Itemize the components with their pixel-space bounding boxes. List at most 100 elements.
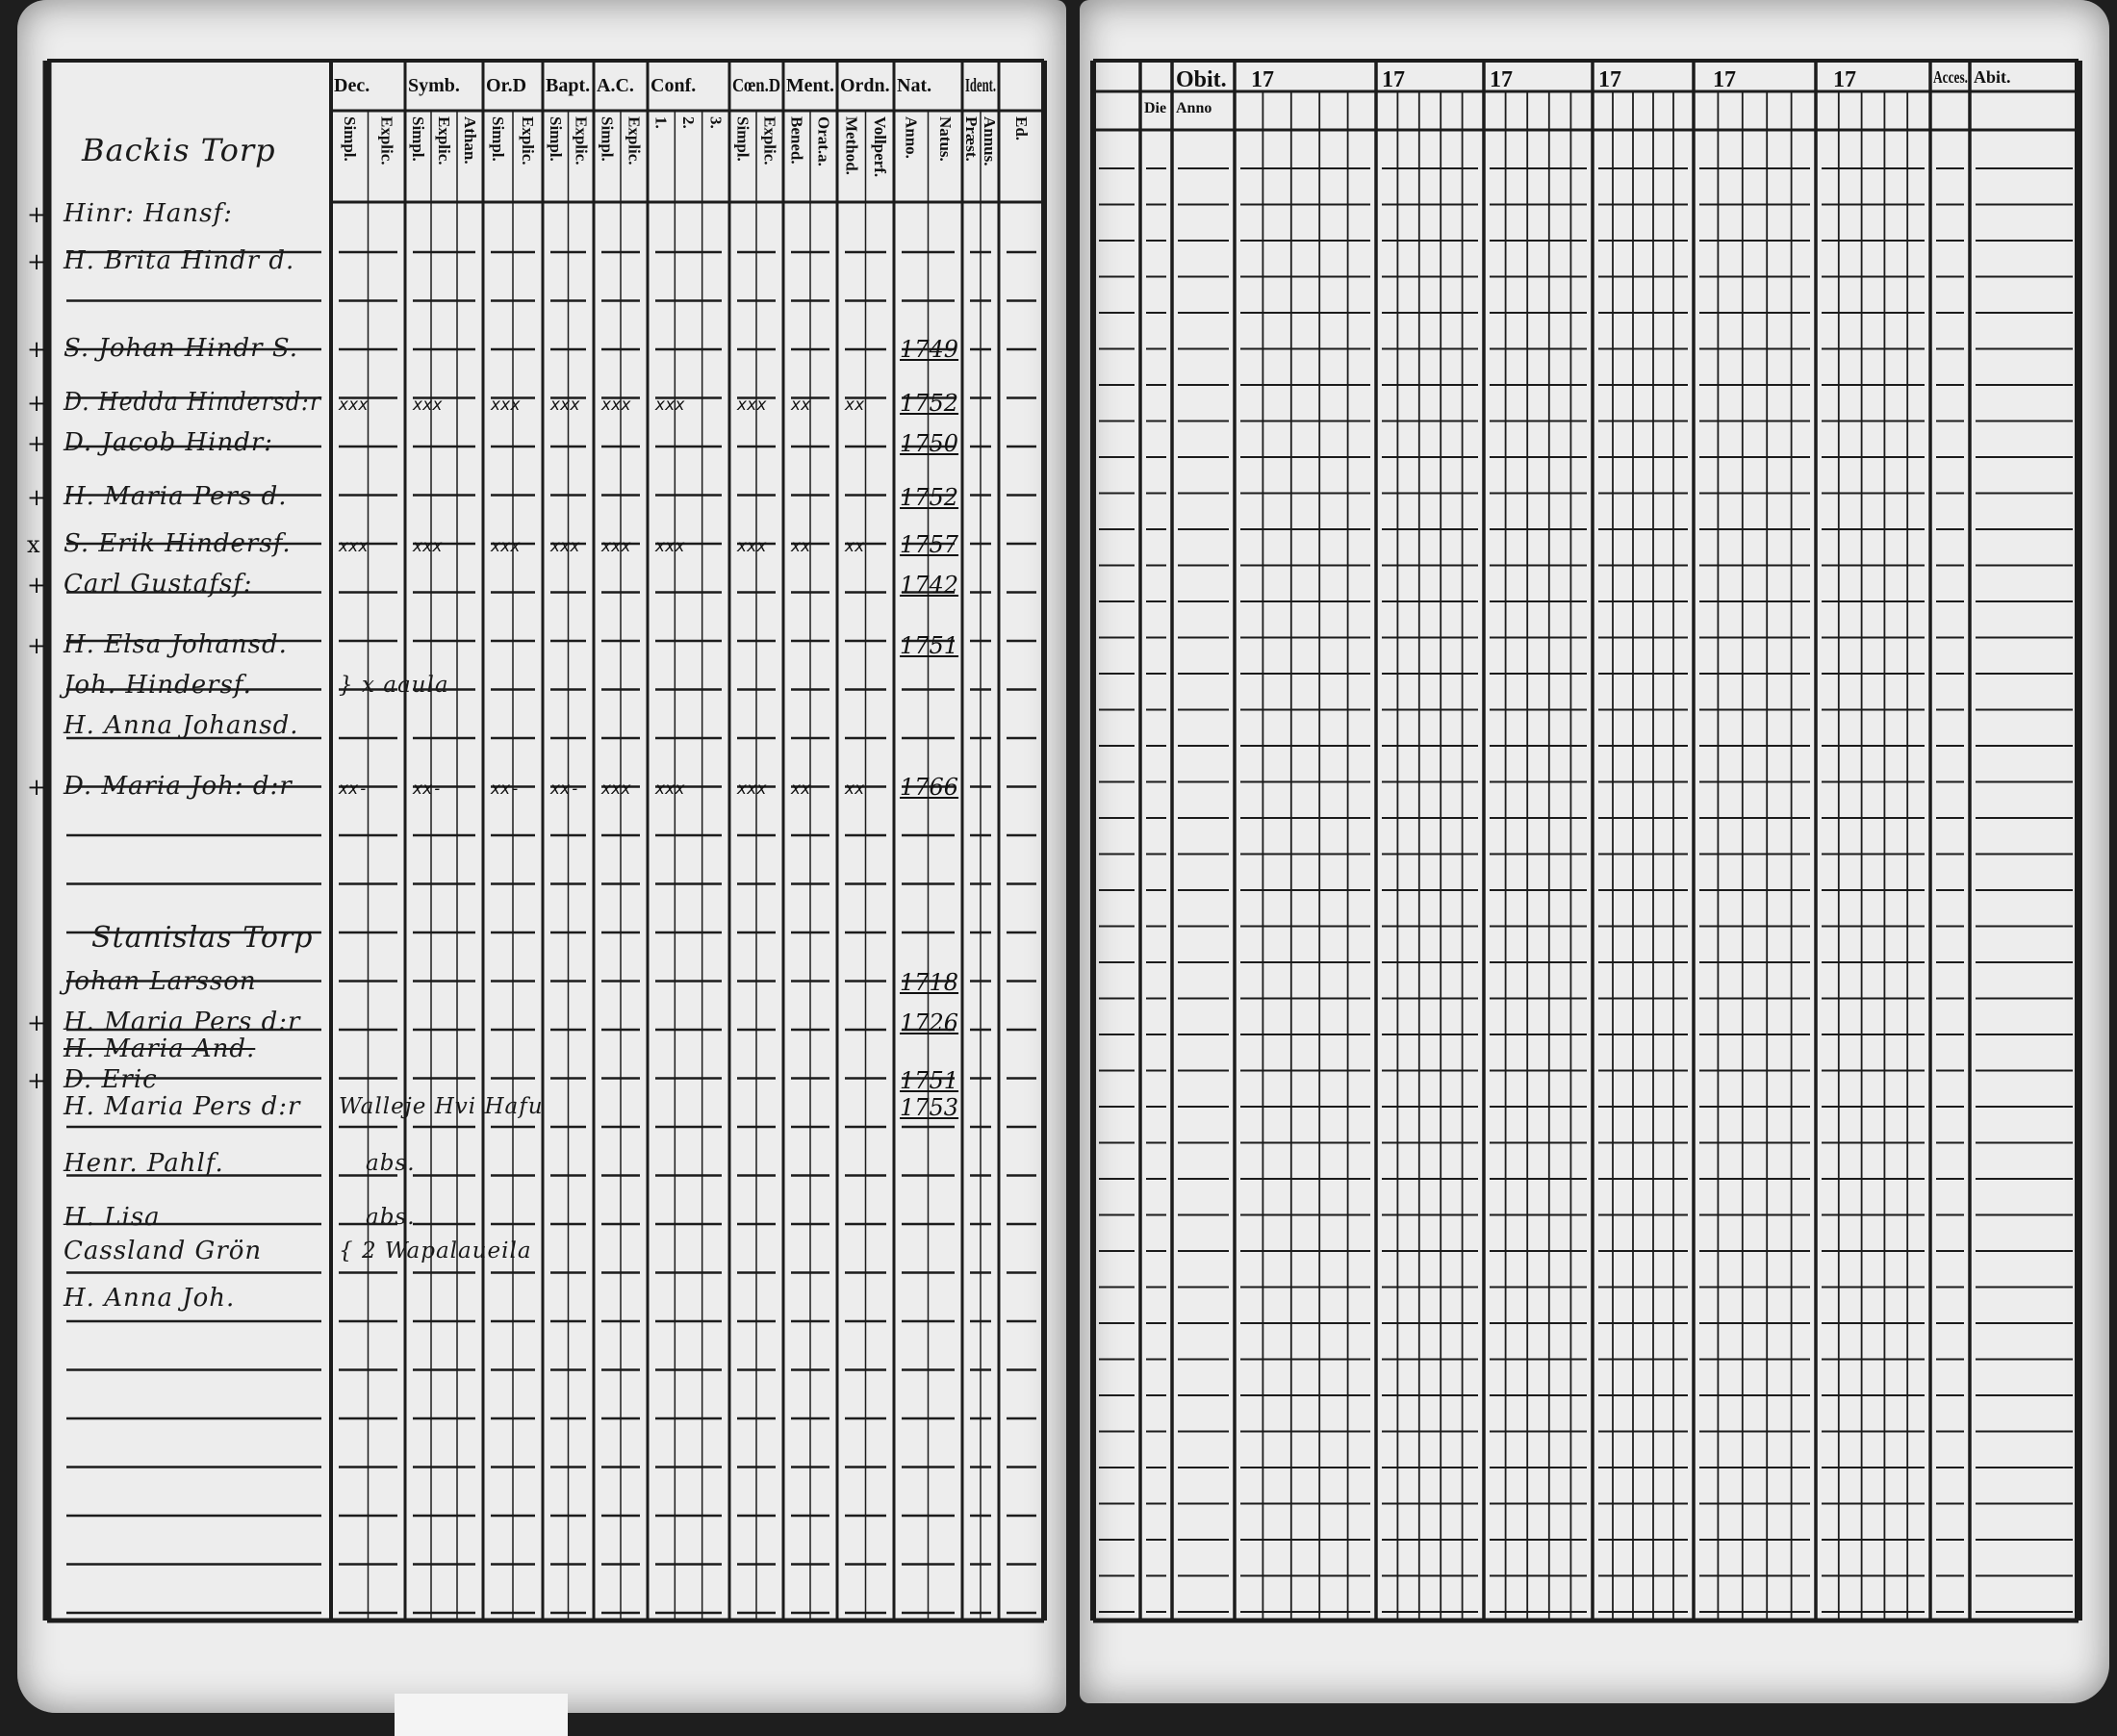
exam-mark: xxx — [737, 396, 767, 415]
entry-name: H. Maria Pers d:r — [64, 1008, 301, 1036]
exam-mark: xx — [845, 779, 865, 799]
exam-mark: xxx — [550, 396, 580, 415]
exam-mark: xxx — [655, 537, 685, 556]
subheader: Explic. — [435, 116, 453, 166]
exam-mark: xxx — [491, 396, 521, 415]
subheader: Simpl. — [733, 116, 752, 162]
birth-year: 1757 — [900, 531, 959, 558]
right-subheader: Anno — [1176, 100, 1212, 116]
entry-name: D. Maria Joh: d:r — [64, 772, 293, 801]
entry-name: S. Erik Hindersf. — [64, 529, 292, 558]
subheader: Explic. — [625, 116, 644, 166]
birth-year: 1726 — [900, 1009, 959, 1036]
right-header-5: 17 — [1713, 67, 1736, 92]
entry-name: S. Johan Hindr S. — [64, 334, 298, 363]
entry-name: H. Maria Pers d. — [64, 482, 288, 511]
header-2: Or.D — [486, 75, 527, 96]
exam-mark: xxx — [601, 779, 631, 799]
entry-name: Johan Larsson — [64, 967, 257, 996]
birth-year: 1766 — [900, 774, 959, 801]
margin-mark: + — [27, 248, 47, 275]
right-subheader: Die — [1144, 100, 1167, 116]
right-header-2: 17 — [1382, 67, 1405, 92]
exam-mark: xxx — [601, 396, 631, 415]
birth-year: 1750 — [900, 430, 959, 457]
subheader: Natus. — [935, 116, 955, 162]
entry-note: } x aaula — [339, 673, 449, 698]
header-7: Ment. — [786, 75, 834, 96]
header-9: Nat. — [897, 75, 932, 96]
margin-mark: + — [27, 632, 47, 659]
entry-name: H. Anna Joh. — [64, 1284, 236, 1313]
margin-mark: + — [27, 430, 47, 457]
entry-name: Henr. Pahlf. — [64, 1149, 224, 1178]
header-1: Symb. — [408, 75, 460, 96]
entry-name: H. Lisa — [64, 1203, 161, 1232]
entry-name: H. Elsa Johansd. — [64, 630, 288, 659]
margin-mark: x — [27, 531, 40, 558]
margin-mark: + — [27, 336, 47, 363]
subheader: Explic. — [760, 116, 779, 166]
entry-name: H. Maria And. — [64, 1034, 256, 1063]
subheader: Explic. — [377, 116, 396, 166]
entry-name: Carl Gustafsf: — [64, 570, 253, 599]
exam-mark: xx — [845, 396, 865, 415]
birth-year: 1751 — [900, 1067, 959, 1094]
subheader: Vollperf. — [870, 116, 889, 178]
exam-mark: xxx — [737, 779, 767, 799]
exam-mark: xx — [791, 396, 811, 415]
exam-mark: xxx — [413, 396, 443, 415]
right-header-3: 17 — [1490, 67, 1513, 92]
subheader: Simpl. — [409, 116, 427, 162]
subheader: Simpl. — [546, 116, 565, 162]
exam-mark: xx- — [339, 779, 369, 799]
margin-mark: + — [27, 1009, 47, 1036]
entry-note: abs. — [366, 1151, 416, 1176]
page-tab-label — [395, 1694, 568, 1736]
entry-name: D. Jacob Hindr: — [64, 428, 274, 457]
exam-mark: xx- — [550, 779, 580, 799]
entry-name: H. Anna Johansd. — [64, 711, 299, 740]
exam-mark: xxx — [491, 537, 521, 556]
entry-name: D. Eric — [64, 1065, 158, 1094]
margin-mark: + — [27, 201, 47, 228]
birth-year: 1752 — [900, 484, 959, 511]
subheader: Explic. — [519, 116, 537, 166]
right-header-0: Obit. — [1176, 67, 1227, 92]
exam-mark: xxx — [601, 537, 631, 556]
subheader: 1. — [651, 116, 671, 129]
entry-name: Cassland Grön — [64, 1237, 263, 1265]
header-4: A.C. — [597, 75, 634, 96]
entry-name: H. Brita Hindr d. — [64, 246, 295, 275]
exam-mark: xx- — [413, 779, 443, 799]
entry-name: Joh. Hindersf. — [64, 671, 252, 700]
exam-mark: xxx — [413, 537, 443, 556]
right-header-8: Abit. — [1974, 67, 2011, 87]
subheader: Orat.a. — [814, 116, 833, 166]
right-page — [1080, 0, 2109, 1703]
header-5: Conf. — [650, 75, 697, 96]
entry-name: Hinr: Hansf: — [64, 199, 233, 228]
village-title: Backis Torp — [82, 132, 276, 168]
entry-note: Walleje Hvi Hafu — [339, 1094, 544, 1119]
header-3: Bapt. — [546, 75, 591, 96]
margin-mark: + — [27, 572, 47, 599]
margin-mark: + — [27, 1067, 47, 1094]
exam-mark: xxx — [655, 779, 685, 799]
margin-mark: + — [27, 774, 47, 801]
subheader: Explic. — [572, 116, 591, 166]
subheader: Bened. — [787, 116, 806, 165]
entry-name: D. Hedda Hindersd:r — [64, 388, 322, 417]
margin-mark: + — [27, 484, 47, 511]
subheader: Simpl. — [489, 116, 507, 162]
subheader: 2. — [679, 116, 698, 129]
right-header-6: 17 — [1833, 67, 1856, 92]
header-0: Dec. — [334, 75, 370, 96]
header-10: Ident. — [965, 75, 997, 96]
subheader: Athan. — [461, 116, 479, 165]
subheader: Method. — [842, 116, 861, 175]
exam-mark: xxx — [339, 537, 369, 556]
entry-note: abs. — [366, 1205, 416, 1230]
header-8: Ordn. — [840, 75, 890, 96]
